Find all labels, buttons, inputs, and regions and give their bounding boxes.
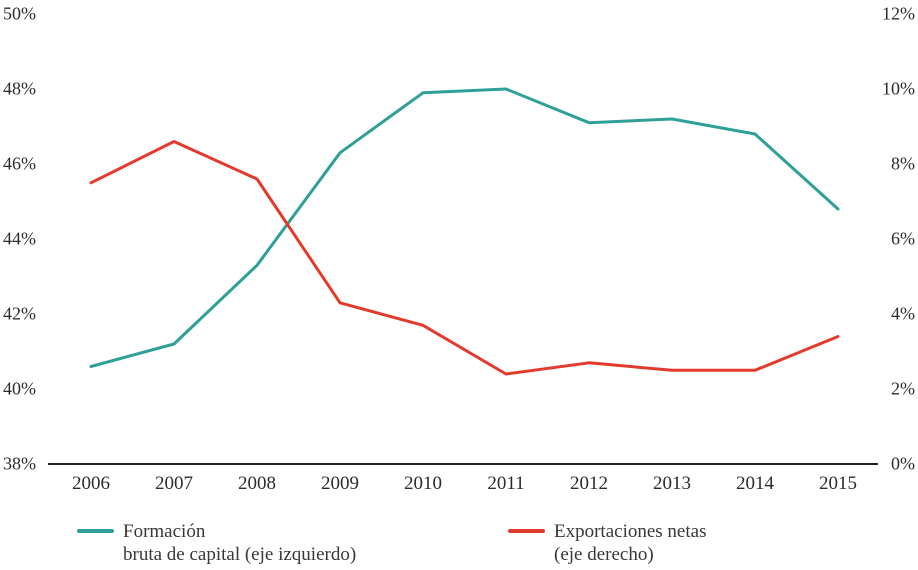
- legend-swatch-teal-line: [77, 529, 114, 533]
- right-axis-tick-label: 0%: [891, 453, 915, 474]
- left-axis-tick-label: 48%: [3, 78, 36, 99]
- legend-label: Formación bruta de capital (eje izquierd…: [123, 520, 356, 566]
- right-axis-tick-label: 8%: [891, 153, 915, 174]
- left-axis-tick-label: 46%: [3, 153, 36, 174]
- right-axis-tick-label: 6%: [891, 228, 915, 249]
- right-axis-tick-label: 2%: [891, 378, 915, 399]
- legend-label-line1: Formación: [123, 521, 206, 542]
- x-axis-year-label: 2010: [404, 473, 442, 494]
- left-axis-tick-label: 40%: [3, 378, 36, 399]
- legend-label-line2: bruta de capital (eje izquierdo): [123, 544, 357, 565]
- left-axis-tick-label: 38%: [3, 453, 36, 474]
- x-axis-year-label: 2009: [321, 473, 359, 494]
- legend-item-exportaciones-netas: Exportaciones netas (eje derecho): [508, 520, 706, 566]
- right-axis-tick-label: 4%: [891, 303, 915, 324]
- legend-swatch-red-line: [508, 529, 545, 533]
- x-axis-year-label: 2012: [570, 473, 608, 494]
- legend-label-line1: Exportaciones netas: [554, 521, 707, 542]
- x-axis-year-label: 2011: [487, 473, 525, 494]
- left-axis-tick-label: 42%: [3, 303, 36, 324]
- x-axis-year-label: 2013: [653, 473, 691, 494]
- x-axis-year-label: 2008: [238, 473, 276, 494]
- x-axis-year-label: 2006: [72, 473, 110, 494]
- right-axis-tick-label: 10%: [882, 78, 915, 99]
- legend-label: Exportaciones netas (eje derecho): [554, 520, 706, 566]
- legend-item-formacion-bruta-de-capital: Formación bruta de capital (eje izquierd…: [77, 520, 356, 566]
- x-axis-year-label: 2014: [736, 473, 774, 494]
- legend-label-line2: (eje derecho): [554, 544, 654, 565]
- x-axis-year-label: 2015: [819, 473, 857, 494]
- right-axis-tick-label: 12%: [882, 3, 915, 24]
- series-line-formacion-bruta: [89, 87, 840, 368]
- left-axis-tick-label: 44%: [3, 228, 36, 249]
- x-axis-year-label: 2007: [155, 473, 193, 494]
- series-line-exportaciones-netas: [89, 140, 840, 376]
- left-axis-tick-label: 50%: [3, 3, 36, 24]
